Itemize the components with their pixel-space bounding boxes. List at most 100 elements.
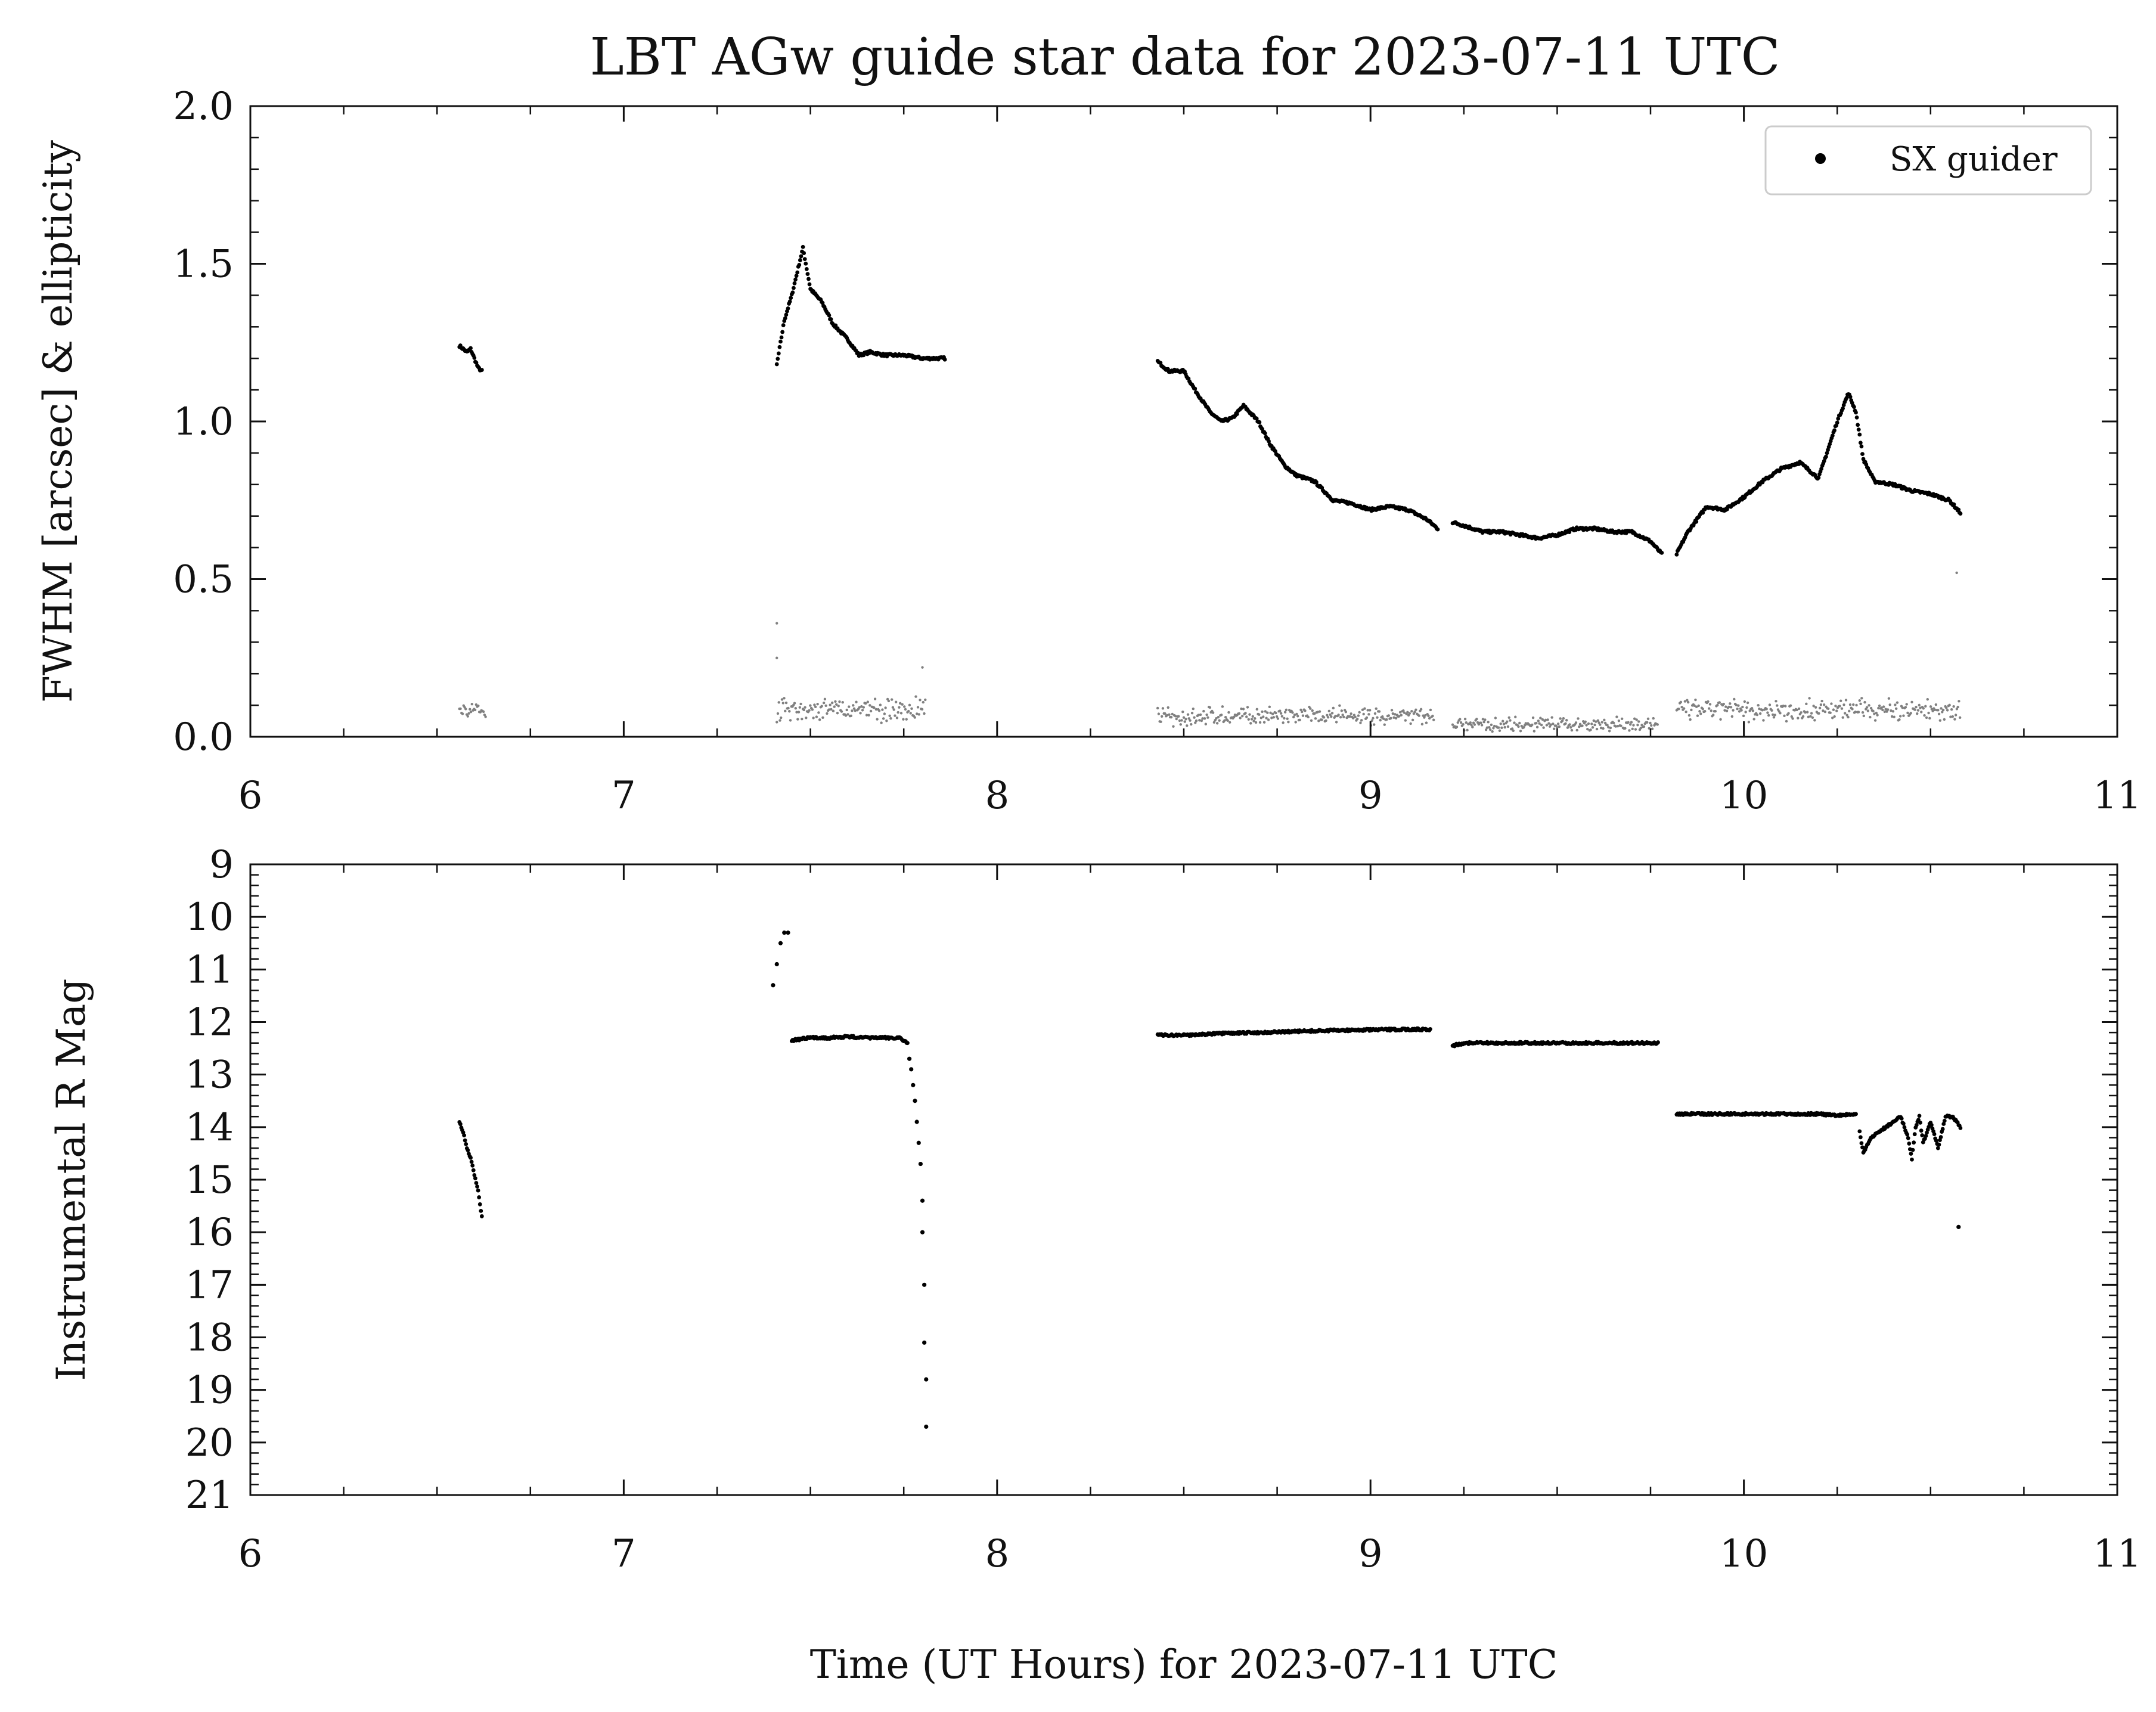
y-tick-label: 0.5 [173,558,234,602]
ellipticity-point [1916,712,1919,715]
ellipticity-point [1157,712,1161,715]
ellipticity-point [1902,714,1905,717]
ellipticity-point [1351,717,1355,719]
ellipticity-series [458,571,1962,733]
magnitude-panel: 6 7 8 9 10 11 9 10 11 12 13 14 15 16 17 18 19 20 21 Instr… [48,843,2142,1688]
ellipticity-point [1686,699,1689,702]
ellipticity-point [1805,702,1808,706]
fwhm-point [1262,431,1267,436]
ellipticity-point [1913,708,1916,711]
ellipticity-point [1651,727,1654,730]
ellipticity-point [1951,715,1955,718]
ellipticity-point [840,710,843,713]
ellipticity-point [1195,719,1198,722]
ellipticity-point [1926,697,1929,701]
ellipticity-point [1427,714,1430,718]
ellipticity-point [1320,718,1323,721]
fwhm-point [1841,406,1845,411]
y-tick-label: 19 [185,1369,234,1413]
ellipticity-point [1693,704,1696,707]
fwhm-point [1832,428,1837,433]
ellipticity-point [809,704,812,707]
magnitude-point [918,1161,923,1167]
ellipticity-point [1481,718,1485,721]
fwhm-point [787,299,792,304]
ellipticity-point [1698,710,1701,713]
ellipticity-point [1854,711,1857,714]
ellipticity-point [1923,714,1926,717]
ellipticity-point [1276,717,1280,720]
ellipticity-point [1757,703,1760,707]
ellipticity-point [1635,718,1638,721]
ellipticity-point [846,713,849,716]
ellipticity-point [1606,724,1609,727]
ellipticity-point [1699,712,1702,715]
magnitude-point [1905,1132,1910,1137]
ellipticity-point [851,709,854,712]
ellipticity-point [1865,706,1869,709]
x-tick-label: 9 [1358,774,1383,818]
ellipticity-point [1375,707,1378,711]
ellipticity-point [1716,703,1719,707]
ellipticity-point [1498,729,1502,732]
ellipticity-point [1746,701,1749,705]
ellipticity-point [781,702,784,705]
ellipticity-point [1205,713,1208,717]
ellipticity-point [787,706,790,710]
ellipticity-point [1624,727,1627,730]
ellipticity-point [1254,717,1257,720]
ellipticity-point [1408,712,1412,715]
magnitude-point [1934,1139,1938,1143]
ellipticity-point [1847,715,1850,719]
ellipticity-point [1350,712,1352,715]
magnitude-point [1899,1116,1904,1121]
ellipticity-point [1875,711,1878,715]
magnitude-point [924,1424,929,1429]
ellipticity-point [1473,723,1476,726]
ellipticity-point [1800,711,1803,714]
fwhm-point [802,257,807,262]
magnitude-point [1914,1122,1919,1127]
ellipticity-point [1227,711,1230,714]
ellipticity-point [1773,714,1776,717]
ellipticity-point [1561,719,1564,722]
ellipticity-point [1429,708,1432,712]
ellipticity-point [834,700,837,703]
ellipticity-point [1918,703,1921,707]
ellipticity-point [1337,714,1340,717]
ellipticity-point [1267,718,1270,721]
ellipticity-point [1881,708,1884,712]
ellipticity-point [1710,709,1713,712]
ellipticity-point [1268,705,1271,709]
ellipticity-point [1218,719,1221,722]
magnitude-plot-frame [249,863,2118,1496]
ellipticity-point [1609,726,1612,730]
ellipticity-point [1814,706,1817,709]
legend-box [1764,125,2092,196]
magnitude-point [466,1148,470,1152]
ellipticity-point [1283,711,1287,714]
ellipticity-point [1307,715,1310,719]
fwhm-point [801,244,805,249]
ellipticity-point [1492,727,1495,730]
ellipticity-point [914,695,917,698]
fwhm-point [804,261,808,266]
ellipticity-point [1735,703,1738,706]
ellipticity-point [794,706,797,710]
ellipticity-point [838,700,841,703]
ellipticity-point [1790,715,1793,718]
ellipticity-point [1411,718,1414,721]
magnitude-point [1901,1121,1906,1126]
ellipticity-point [1400,714,1403,717]
ellipticity-point [1187,717,1190,720]
ellipticity-point [1463,717,1467,721]
ellipticity-point [780,698,784,701]
ellipticity-point [1423,714,1427,717]
ellipticity-point [1602,727,1605,730]
ellipticity-point [1732,709,1735,712]
y-tick-label: 2.0 [173,85,234,129]
ellipticity-point [1884,708,1887,711]
ellipticity-point [1465,721,1468,724]
ellipticity-point [820,705,823,708]
ellipticity-point [892,708,895,711]
